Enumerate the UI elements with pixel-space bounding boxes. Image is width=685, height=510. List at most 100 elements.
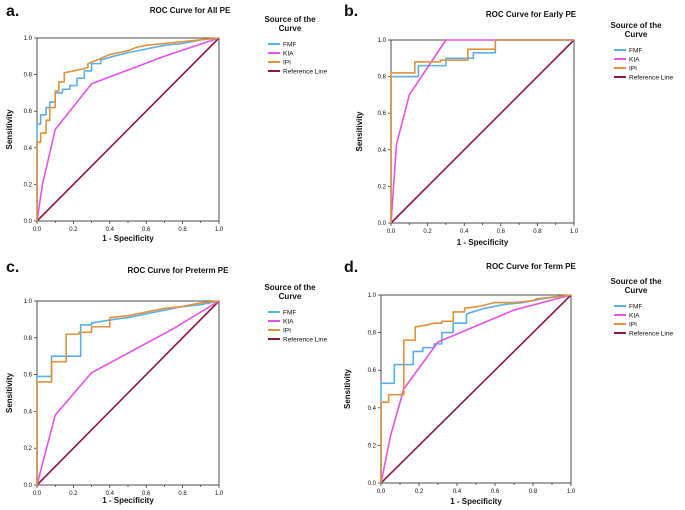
panel-4-legend-label-kia: KIA: [629, 313, 640, 320]
panel-1-x-tick-label: 0.6: [142, 227, 151, 233]
panel-2-legend-label-fmf: FMF: [629, 48, 642, 55]
panel-3-legend-label-ipi: IPI: [283, 328, 291, 335]
panel-1-x-tick-label: 1.0: [215, 227, 224, 233]
panel-3-kia-curve: [36, 300, 220, 486]
panel-2-y-tick-label: 0.0: [378, 221, 387, 227]
panel-3-ipi-curve: [36, 300, 220, 485]
panel-1-title: ROC Curve for All PE: [150, 6, 231, 15]
panel-1-kia-curve: [36, 37, 220, 222]
panel-4-legend-label-ipi: IPI: [629, 322, 637, 329]
panel-4-x-tick-label: 0.4: [453, 489, 462, 495]
panel-2-kia-curve: [390, 39, 574, 224]
panel-1-x-axis-label: 1 - Specificity: [102, 234, 154, 243]
panel-1-legend-title-2: Curve: [279, 24, 302, 33]
panel-2-x-tick-label: 0.2: [423, 229, 432, 235]
panel-4-x-tick-label: 0.0: [377, 489, 386, 495]
panel-4-fmf-curve: [380, 294, 572, 483]
panel-2-legend-title: Source of the: [610, 21, 662, 30]
panel-1-y-tick-label: 0.8: [24, 73, 33, 79]
panel-4-x-tick-label: 0.2: [415, 489, 424, 495]
panel-2-x-tick-label: 1.0: [570, 229, 579, 235]
panel-3-legend-label-fmf: FMF: [283, 310, 296, 317]
panel-4-title: ROC Curve for Term PE: [486, 262, 576, 271]
panel-4-y-tick-label: 0.2: [368, 443, 377, 449]
panel-1-legend-label-reference-line: Reference Line: [283, 69, 327, 76]
panel-4-y-tick-label: 0.8: [368, 331, 377, 337]
panel-1-y-tick-label: 0.2: [24, 182, 33, 188]
panel-4-x-axis-label: 1 - Specificity: [450, 497, 502, 506]
panel-4-y-tick-label: 0.0: [368, 481, 377, 487]
panel-3-legend-title-2: Curve: [279, 292, 302, 301]
panel-1: a. ROC Curve for All PE 0.0 0.2 0.4 0.6 0.8 1.0…: [5, 3, 327, 243]
panel-2-y-axis-label: Sensitivity: [355, 111, 364, 152]
panel-4-legend-title-2: Curve: [625, 286, 648, 295]
panel-1-legend-label-fmf: FMF: [283, 42, 296, 49]
panel-4-ipi-curve: [380, 294, 572, 483]
panel-1-legend-title: Source of the: [264, 15, 316, 24]
panel-4-legend-label-reference-line: Reference Line: [629, 331, 673, 338]
panel-1-legend-label-kia: KIA: [283, 51, 294, 58]
panel-3-y-tick-label: 0.8: [24, 336, 33, 342]
panel-4-reference-line-curve: [380, 294, 572, 484]
panel-2-y-tick-label: 0.4: [378, 148, 387, 154]
panel-2-x-tick-label: 0.6: [497, 229, 506, 235]
panel-3-x-tick-label: 0.2: [69, 491, 78, 497]
panel-2-title: ROC Curve for Early PE: [486, 10, 577, 19]
panel-4-legend-label-fmf: FMF: [629, 304, 642, 311]
panel-1-y-tick-label: 0.0: [24, 219, 33, 225]
panel-2-x-tick-label: 0.0: [387, 229, 396, 235]
panel-4-x-tick-label: 0.6: [491, 489, 500, 495]
panel-1-x-tick-label: 0.2: [69, 227, 78, 233]
panel-1-y-tick-label: 0.4: [24, 146, 33, 152]
panel-4-y-axis-label: Sensitivity: [343, 368, 352, 409]
panel-2-y-tick-label: 1.0: [378, 38, 387, 44]
panel-3-x-axis-label: 1 - Specificity: [102, 496, 154, 505]
panel-3-x-tick-label: 0.6: [142, 491, 151, 497]
panel-1-x-tick-label: 0.0: [33, 227, 42, 233]
panel-2-legend-label-reference-line: Reference Line: [629, 75, 673, 82]
panel-4-legend-title: Source of the: [610, 277, 662, 286]
panel-2-letter: b.: [344, 3, 358, 20]
panel-1-y-axis-label: Sensitivity: [5, 109, 14, 150]
panel-2-y-tick-label: 0.6: [378, 111, 387, 117]
panel-3-y-tick-label: 0.0: [24, 483, 33, 489]
panel-2: b. ROC Curve for Early PE 0.0 0.2 0.4 0.6 0.8 1…: [344, 3, 673, 247]
panel-1-x-tick-label: 0.8: [178, 227, 187, 233]
panel-3-legend-label-reference-line: Reference Line: [283, 337, 327, 344]
panel-3-y-tick-label: 0.2: [24, 446, 33, 452]
panel-4-x-tick-label: 0.8: [529, 489, 538, 495]
panel-3-y-tick-label: 1.0: [24, 299, 33, 305]
panel-1-x-tick-label: 0.4: [106, 227, 115, 233]
panel-2-ipi-curve: [390, 39, 574, 223]
panel-2-x-tick-label: 0.8: [533, 229, 542, 235]
panel-2-x-axis-label: 1 - Specificity: [457, 238, 509, 247]
panel-4-letter: d.: [344, 259, 358, 276]
panel-2-y-tick-label: 0.2: [378, 184, 387, 190]
panel-3-x-tick-label: 0.8: [178, 491, 187, 497]
panel-3-letter: c.: [6, 259, 19, 276]
panel-3-y-tick-label: 0.4: [24, 409, 33, 415]
panel-3-title: ROC Curve for Preterm PE: [128, 266, 230, 275]
panel-2-legend-label-ipi: IPI: [629, 66, 637, 73]
panel-1-ipi-curve: [36, 37, 220, 221]
panel-2-legend-title-2: Curve: [625, 30, 648, 39]
panel-1-reference-line-curve: [36, 37, 220, 222]
panel-3-y-tick-label: 0.6: [24, 373, 33, 379]
panel-3-reference-line-curve: [36, 300, 220, 486]
panel-3-legend-label-kia: KIA: [283, 319, 294, 326]
panel-4-y-tick-label: 1.0: [368, 293, 377, 299]
panel-4-y-tick-label: 0.6: [368, 368, 377, 374]
panel-3-x-tick-label: 1.0: [215, 491, 224, 497]
panel-2-legend-label-kia: KIA: [629, 57, 640, 64]
panel-3-x-tick-label: 0.4: [106, 491, 115, 497]
panel-2-x-tick-label: 0.4: [460, 229, 469, 235]
panel-4-y-tick-label: 0.4: [368, 406, 377, 412]
panel-2-reference-line-curve: [390, 39, 575, 224]
panel-1-letter: a.: [6, 3, 19, 20]
panel-1-legend-label-ipi: IPI: [283, 60, 291, 67]
